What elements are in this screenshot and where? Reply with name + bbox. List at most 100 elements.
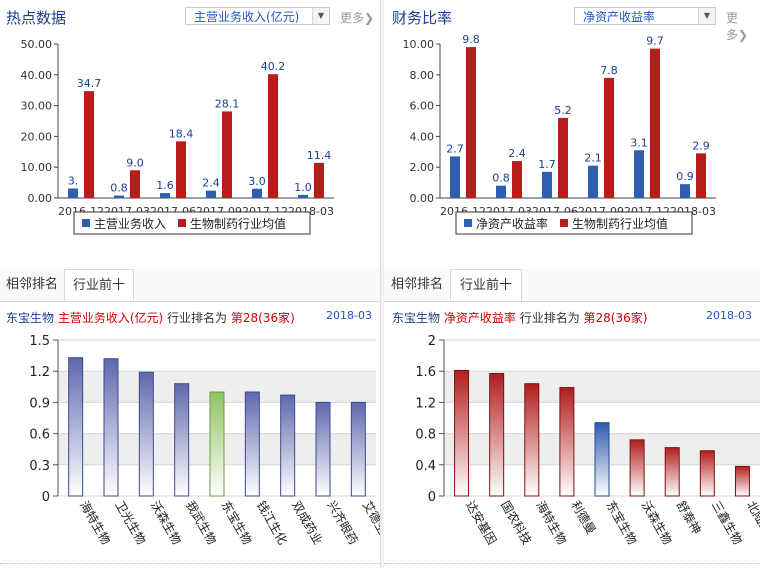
data-label: 7.8 <box>600 64 618 77</box>
bar-company <box>160 193 170 198</box>
data-label: 1.6 <box>156 179 174 192</box>
legend-swatch <box>560 219 568 227</box>
legend-box <box>455 211 693 235</box>
data-label: 1.7 <box>538 158 556 171</box>
data-label: 0.8 <box>492 172 510 185</box>
y-tick-label: 0.00 <box>410 192 435 205</box>
bar <box>244 391 260 497</box>
y-tick-label: 1.6 <box>415 365 436 380</box>
x-tick-label: 海特生物 <box>533 498 570 547</box>
bar <box>489 373 505 497</box>
bar-company <box>114 195 124 198</box>
legend-swatch <box>178 219 186 227</box>
data-label: 9.8 <box>462 33 480 46</box>
y-tick-label: 0.4 <box>415 459 436 474</box>
revenue-rank-chart: 0 0.3 0.6 0.9 1.2 1.5 海特生物 卫光生物 沃森生物 我武生物 东宝生物 钱江生化… <box>29 334 380 548</box>
y-tick-label: 0.8 <box>415 428 436 443</box>
ratio-select-value: 净资产收益率 <box>583 10 656 24</box>
data-label: 0.8 <box>110 182 128 195</box>
tab-adjacent-rank[interactable]: 相邻排名 <box>390 277 443 292</box>
more-label: 更多 <box>340 11 365 25</box>
bar-company <box>588 165 598 198</box>
rank-metric: 净资产收益率 <box>443 311 516 325</box>
rank-date: 2018-03 <box>326 309 372 322</box>
x-tick-label: 钱江生化 <box>254 498 291 547</box>
company-name: 东宝生物 <box>6 311 55 325</box>
y-tick-label: 4.00 <box>410 130 435 143</box>
bar-industry-avg <box>650 48 660 199</box>
y-tick-label: 0.00 <box>28 192 53 205</box>
right-rank-line: 东宝生物 净资产收益率 行业排名为 第28(36家) 2018-03 <box>392 309 756 325</box>
bar-industry-avg <box>696 153 706 198</box>
y-tick-label: 1.2 <box>29 365 50 380</box>
bar-industry-avg <box>268 74 278 198</box>
rank-value: 第28(36家) <box>230 311 295 325</box>
bar-company <box>252 188 262 198</box>
bar <box>559 387 575 497</box>
data-label: 11.4 <box>307 149 332 162</box>
x-tick-label: 东宝生物 <box>218 499 254 548</box>
bar-industry-avg <box>176 141 186 198</box>
ratio-select[interactable]: 净资产收益率 ▼ <box>574 7 716 25</box>
data-label: 1.0 <box>294 181 312 194</box>
data-label: 0.9 <box>676 170 694 183</box>
chevron-down-icon[interactable]: ▼ <box>312 8 329 24</box>
x-tick-label: 沃森生物 <box>148 498 185 547</box>
x-tick-label: 沃森生物 <box>639 498 676 547</box>
rank-mid-text: 行业排名为 <box>167 311 228 325</box>
bar <box>138 371 154 497</box>
financial-ratio-panel: 财务比率 净资产收益率 ▼ 更多❯ 0.00 2.00 4.00 6.00 8.00 10… <box>384 0 760 568</box>
bar-industry-avg <box>558 117 568 198</box>
bar <box>699 450 715 497</box>
tab-industry-top10[interactable]: 行业前十 <box>450 269 522 301</box>
y-tick-label: 40.00 <box>21 69 53 82</box>
y-tick-label: 1.2 <box>415 396 436 411</box>
data-label: 2.7 <box>446 142 464 155</box>
x-tick-label: 达安基因 <box>463 498 500 547</box>
legend-box <box>73 211 311 235</box>
x-tick-label: 东宝生物 <box>603 499 639 548</box>
x-tick-label: 海特生物 <box>77 498 114 547</box>
bar-highlighted <box>209 391 225 497</box>
company-name: 东宝生物 <box>392 311 441 325</box>
bar <box>350 401 366 497</box>
bar <box>315 401 331 497</box>
legend-label: 净资产收益率 <box>476 216 548 231</box>
bar-industry-avg <box>512 161 522 198</box>
divider <box>384 563 760 564</box>
y-tick-label: 6.00 <box>410 100 435 113</box>
data-label: 5.2 <box>554 104 572 117</box>
tab-adjacent-rank[interactable]: 相邻排名 <box>5 277 58 292</box>
hot-data-title: 热点数据 <box>6 9 67 27</box>
x-tick-label: 国农科技 <box>498 499 534 548</box>
y-tick-label: 0.3 <box>29 459 50 474</box>
left-rank-tabs: 相邻排名 行业前十 <box>0 269 380 302</box>
data-label: 2.4 <box>202 177 220 190</box>
more-link[interactable]: 更多❯ <box>340 9 374 26</box>
x-tick-label: 艾德生物 <box>360 498 380 547</box>
metric-select[interactable]: 主营业务收入(亿元) ▼ <box>185 7 330 25</box>
y-tick-label: 0 <box>428 490 436 505</box>
bar <box>103 358 119 497</box>
x-tick-label: 我武生物 <box>183 499 219 548</box>
bar-industry-avg <box>222 111 232 198</box>
metric-select-value: 主营业务收入(亿元) <box>194 10 300 24</box>
rank-value: 第28(36家) <box>583 311 648 325</box>
bar <box>454 369 470 497</box>
bar-company <box>450 156 460 198</box>
more-link[interactable]: 更多❯ <box>726 9 760 43</box>
x-tick-label: 舒泰神 <box>674 499 704 537</box>
bar-industry-avg <box>130 170 140 198</box>
x-tick-label: 兴齐眼药 <box>324 498 361 547</box>
rank-metric: 主营业务收入(亿元) <box>57 311 164 325</box>
data-label: 2.4 <box>508 147 526 160</box>
bar <box>524 383 540 497</box>
tab-industry-top10[interactable]: 行业前十 <box>64 269 134 301</box>
bar-company <box>206 190 216 198</box>
x-tick-label: 双成药业 <box>289 499 325 548</box>
chevron-down-icon[interactable]: ▼ <box>698 8 715 24</box>
rank-mid-text: 行业排名为 <box>519 311 580 325</box>
x-tick-label: 利德曼 <box>568 498 599 537</box>
data-label: 9.0 <box>126 156 144 169</box>
hot-data-panel: 热点数据 主营业务收入(亿元) ▼ 更多❯ 0.00 10.00 20.00 30.0… <box>0 7 380 564</box>
